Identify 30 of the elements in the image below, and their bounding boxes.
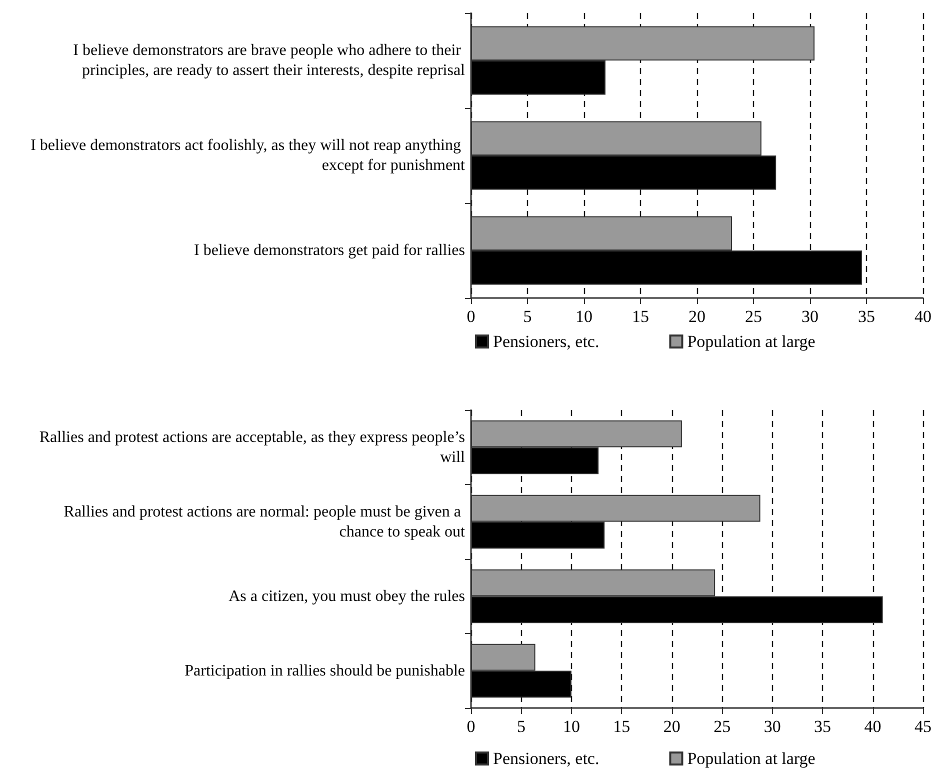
x-tick-label: 25 <box>745 307 762 326</box>
x-tick-label: 35 <box>858 307 875 326</box>
legend-label: Population at large <box>687 332 816 351</box>
y-tick-label: As a citizen, you must obey the rules <box>228 588 465 605</box>
y-tick-label: Participation in rallies should be punishable <box>184 662 465 680</box>
y-tick-label: Rallies and protest actions are normal: people must be given a chance to speak out <box>64 503 466 540</box>
x-tick-label: 15 <box>613 717 630 736</box>
x-tick-label: 30 <box>764 717 781 736</box>
x-tick-label: 5 <box>523 307 532 326</box>
x-tick-label: 40 <box>914 307 932 326</box>
x-tick-label: 25 <box>714 717 731 736</box>
x-tick-label: 0 <box>466 307 476 326</box>
x-tick-label: 5 <box>516 717 526 736</box>
x-tick-label: 35 <box>814 717 832 736</box>
legend-label: Pensioners, etc. <box>493 332 600 351</box>
x-tick-label: 45 <box>914 717 932 736</box>
x-tick-label: 20 <box>688 307 706 326</box>
legend-label: Population at large <box>687 749 816 768</box>
x-tick-label: 10 <box>576 307 592 326</box>
y-tick-label: Rallies and protest actions are acceptable, as they express people’s will <box>39 428 466 466</box>
x-tick-label: 20 <box>663 717 680 736</box>
x-tick-label: 30 <box>802 307 818 326</box>
y-tick-label: I believe demonstrators act foolishly, as they will not reap anything except for punishment <box>30 137 466 174</box>
x-tick-label: 0 <box>466 717 476 736</box>
x-tick-label: 40 <box>864 717 882 736</box>
y-tick-label: I believe demonstrators get paid for rallies <box>194 242 465 259</box>
x-tick-label: 10 <box>562 717 580 736</box>
legend-label: Pensioners, etc. <box>493 749 600 768</box>
x-tick-label: 15 <box>632 307 649 326</box>
y-tick-label: I believe demonstrators are brave people who adhere to their principles, are ready to assert their interests, despite reprisal <box>73 42 466 79</box>
